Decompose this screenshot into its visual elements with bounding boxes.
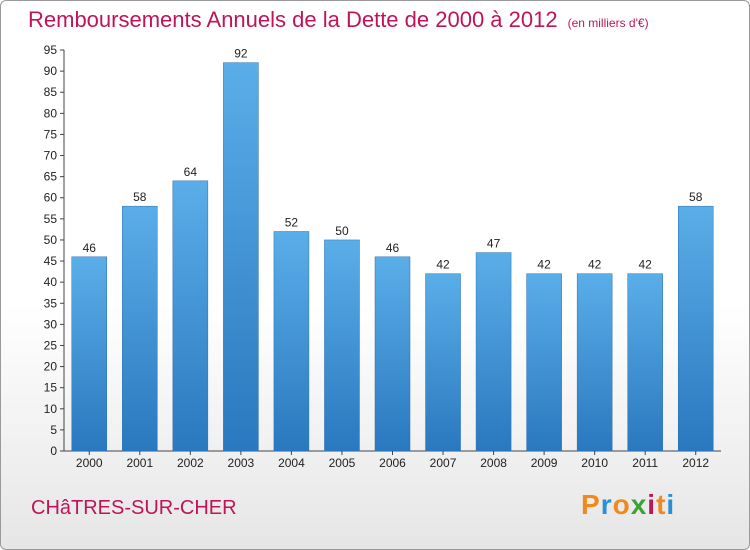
data-label: 47 xyxy=(487,237,501,251)
y-tick-label: 20 xyxy=(44,360,58,374)
data-label: 46 xyxy=(83,241,97,255)
bar xyxy=(425,273,461,452)
bar xyxy=(627,273,663,452)
y-tick-label: 10 xyxy=(44,402,58,416)
bar xyxy=(71,256,108,452)
x-tick-label: 2003 xyxy=(228,456,255,470)
y-tick-label: 55 xyxy=(44,212,58,226)
x-tick-label: 2000 xyxy=(76,456,103,470)
bar xyxy=(122,205,158,452)
x-tick-label: 2008 xyxy=(480,456,507,470)
logo-letter: i xyxy=(647,489,657,520)
data-label: 46 xyxy=(386,241,400,255)
x-tick-label: 2012 xyxy=(682,456,709,470)
x-tick-label: 2009 xyxy=(531,456,558,470)
data-label: 92 xyxy=(234,47,248,61)
logo-letter: x xyxy=(630,489,648,520)
y-tick-label: 25 xyxy=(44,338,58,352)
bar xyxy=(526,273,562,452)
y-tick-label: 15 xyxy=(44,381,58,395)
logo-letter: i xyxy=(666,489,676,520)
y-tick-label: 50 xyxy=(44,233,58,247)
bar xyxy=(576,273,613,452)
x-tick-label: 2011 xyxy=(632,456,658,470)
bar xyxy=(374,256,411,452)
data-label: 42 xyxy=(588,258,602,272)
bar xyxy=(324,239,360,452)
bar xyxy=(677,205,714,452)
logo-letter: t xyxy=(656,489,667,520)
data-label: 58 xyxy=(133,190,147,204)
y-tick-label: 95 xyxy=(44,43,58,57)
y-tick-label: 75 xyxy=(44,127,58,141)
y-tick-label: 0 xyxy=(50,444,57,458)
y-tick-label: 60 xyxy=(44,191,58,205)
y-tick-label: 40 xyxy=(44,275,58,289)
chart-title-block: Remboursements Annuels de la Dette de 20… xyxy=(28,7,649,33)
y-tick-label: 30 xyxy=(44,317,58,331)
x-tick-label: 2006 xyxy=(379,456,406,470)
logo-letter: o xyxy=(612,489,631,520)
bar xyxy=(273,231,310,452)
data-label: 50 xyxy=(335,224,349,238)
y-tick-label: 70 xyxy=(44,149,58,163)
y-tick-label: 5 xyxy=(50,423,57,437)
bar xyxy=(172,180,209,452)
x-tick-label: 2010 xyxy=(581,456,608,470)
y-tick-label: 80 xyxy=(44,106,58,120)
data-label: 58 xyxy=(689,190,703,204)
y-tick-label: 45 xyxy=(44,254,58,268)
x-tick-label: 2004 xyxy=(278,456,305,470)
y-tick-label: 90 xyxy=(44,64,58,78)
x-tick-label: 2005 xyxy=(329,456,356,470)
logo-letter: r xyxy=(600,489,613,520)
data-label: 42 xyxy=(436,258,450,272)
data-label: 52 xyxy=(285,216,299,230)
x-tick-label: 2007 xyxy=(430,456,457,470)
x-tick-label: 2002 xyxy=(177,456,204,470)
bar xyxy=(475,252,512,452)
brand-logo[interactable]: Proxiti xyxy=(581,489,675,521)
y-tick-label: 85 xyxy=(44,85,58,99)
y-tick-label: 35 xyxy=(44,296,58,310)
y-tick-label: 65 xyxy=(44,170,58,184)
chart-unit: (en milliers d'€) xyxy=(567,16,649,30)
x-tick-label: 2001 xyxy=(126,456,153,470)
data-label: 64 xyxy=(184,165,198,179)
location-name: CHâTRES-SUR-CHER xyxy=(31,497,237,519)
data-label: 42 xyxy=(639,258,653,272)
logo-letter: P xyxy=(581,489,601,520)
chart-title: Remboursements Annuels de la Dette de 20… xyxy=(28,7,558,32)
data-label: 42 xyxy=(537,258,551,272)
bar xyxy=(223,62,259,452)
